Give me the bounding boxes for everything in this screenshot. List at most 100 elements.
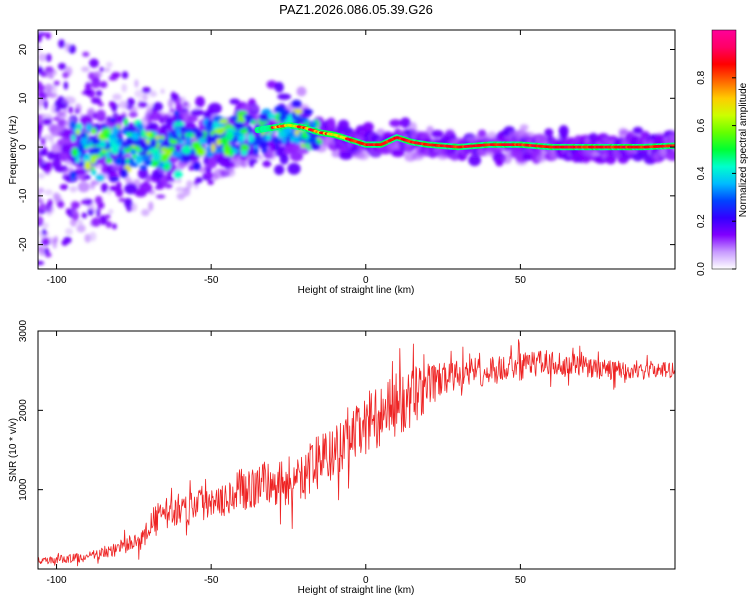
spectrogram-cell	[108, 142, 120, 153]
spectrogram-cell	[91, 136, 97, 145]
spectrogram-cell	[164, 150, 173, 157]
spectrogram-cell	[206, 119, 214, 129]
spectrogram-cell	[143, 92, 148, 102]
spectrogram-cell	[182, 187, 191, 197]
snr-frame	[37, 330, 676, 570]
spectrogram-cell	[243, 114, 253, 120]
spectrogram-cell	[195, 96, 206, 108]
spectrogram-cell	[195, 148, 206, 157]
spectrogram-cell	[291, 99, 302, 108]
spectrogram-ytick-label: 20	[18, 44, 29, 56]
spectrogram-cell	[38, 31, 47, 37]
spectrogram-cell	[121, 71, 129, 79]
spectrogram-cell	[71, 134, 76, 142]
snr-ytick-label: 3000	[18, 319, 29, 342]
spectrogram-cell	[247, 133, 254, 143]
spectrogram-cell	[64, 66, 73, 77]
spectrogram-cell	[391, 148, 405, 158]
spectrogram-cell	[105, 61, 113, 68]
spectrogram-cell	[47, 198, 53, 208]
spectrogram-cell	[89, 58, 99, 68]
spectrogram-cell	[118, 197, 127, 202]
spectrogram-cell	[99, 139, 107, 149]
spectrogram-cell	[169, 139, 178, 145]
spectrogram-cell	[149, 111, 162, 122]
spectrogram-cell	[76, 174, 85, 180]
spectrogram-cell	[98, 102, 104, 107]
spectrogram-cell	[148, 147, 160, 154]
spectrogram-cell	[53, 236, 59, 243]
spectrogram-cell	[115, 188, 124, 198]
spectrogram-cell	[274, 105, 285, 114]
spectrogram-cell	[138, 140, 148, 150]
spectrogram-cell	[279, 153, 289, 165]
spectrogram-cell	[159, 181, 165, 189]
spectrogram-x-ticks: -100 -50 0 50	[47, 30, 526, 286]
spectrogram-cell	[112, 93, 122, 101]
spectrogram-cell	[43, 72, 53, 78]
spectrogram-cell	[211, 120, 219, 130]
spectrogram-cell	[296, 86, 307, 97]
spectrogram-cell	[112, 223, 117, 230]
spectrogram-cell	[266, 80, 278, 89]
spectrogram-cell	[38, 187, 45, 194]
snr-ytick-label: 2000	[18, 399, 29, 422]
spectrogram-cell	[176, 192, 186, 200]
spectrogram-cell	[124, 197, 133, 209]
spectrogram-cell	[155, 194, 166, 199]
spectrogram-cell	[206, 150, 214, 158]
spectrogram-cell	[431, 129, 444, 138]
snr-y-ticks: 1000 2000 3000	[18, 319, 675, 501]
spectrogram-cell	[84, 160, 91, 171]
spectrogram-cell	[163, 163, 171, 171]
spectrogram-ridge-core	[671, 144, 675, 148]
spectrogram-cell	[38, 192, 41, 200]
spectrogram-cell	[123, 102, 129, 110]
snr-xtick-label: -50	[204, 575, 219, 586]
spectrogram-cell	[193, 183, 199, 190]
spectrogram-cell	[105, 157, 113, 164]
spectrogram-cell	[126, 138, 134, 147]
spectrogram-cell	[89, 202, 95, 212]
spectrogram-cell	[43, 99, 48, 110]
spectrogram-cell	[137, 101, 148, 108]
spectrogram-cell	[109, 186, 115, 191]
colorbar-label: Normalized spectral amplitude	[738, 82, 749, 217]
spectrogram-cell	[239, 143, 250, 152]
spectrogram-cell	[174, 121, 185, 127]
spectrogram-cell	[90, 154, 101, 159]
spectrogram-cell	[38, 122, 43, 130]
spectrogram-cell	[277, 93, 292, 100]
spectrogram-cell	[164, 183, 173, 189]
spectrogram-cell	[58, 39, 65, 49]
spectrogram-cell	[632, 126, 643, 134]
spectrogram-cell	[38, 172, 45, 179]
spectrogram-cell	[131, 132, 140, 141]
spectrogram-cell	[94, 195, 103, 205]
spectrogram-cell	[89, 72, 100, 81]
spectrogram-cell	[274, 81, 284, 93]
spectrogram-cell	[121, 83, 127, 93]
spectrogram-ytick-label: -10	[18, 188, 29, 203]
spectrogram-cell	[195, 177, 203, 184]
spectrogram-cell	[38, 98, 45, 107]
spectrogram-cell	[43, 134, 54, 141]
spectrogram-cell	[128, 157, 135, 168]
spectrogram-cell	[160, 124, 171, 131]
spectrogram-cell	[170, 91, 176, 102]
spectrogram-cell	[100, 182, 108, 193]
spectrogram-cell	[107, 190, 112, 195]
spectrogram-cell	[39, 88, 44, 93]
spectrogram-cell	[70, 201, 79, 210]
spectrogram-cell	[41, 163, 48, 169]
spectrogram-cell	[176, 127, 181, 136]
spectrogram-cell	[400, 117, 411, 129]
spectrogram-cell	[62, 96, 76, 105]
spectrogram-cell	[495, 158, 504, 167]
spectrogram-cell	[231, 156, 243, 165]
spectrogram-cell	[75, 128, 81, 136]
spectrogram-cell	[45, 53, 52, 63]
spectrogram-cell	[240, 158, 249, 168]
spectrogram-cell	[170, 134, 179, 140]
spectrogram-cell	[160, 88, 165, 94]
